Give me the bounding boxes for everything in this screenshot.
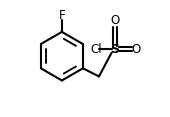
Text: O: O [110, 14, 120, 27]
Text: O: O [132, 43, 141, 56]
Text: S: S [110, 43, 120, 56]
Text: F: F [59, 9, 65, 22]
Text: Cl: Cl [90, 43, 102, 56]
